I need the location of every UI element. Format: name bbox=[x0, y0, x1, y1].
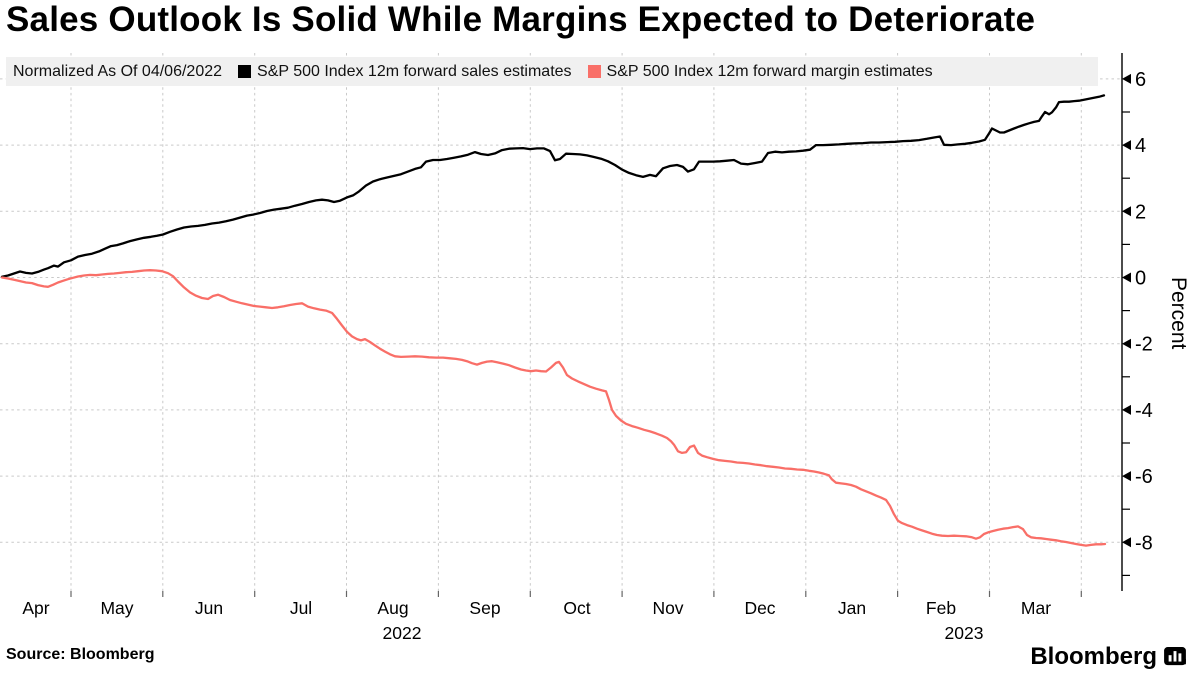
y-tick-label: -4 bbox=[1135, 400, 1153, 422]
y-tick-label: 4 bbox=[1135, 135, 1146, 157]
margin-series-line bbox=[0, 269, 1107, 547]
y-tick-label: 6 bbox=[1135, 69, 1146, 91]
y-axis-title: Percent bbox=[1167, 277, 1190, 350]
source-label: Source: Bloomberg bbox=[6, 646, 155, 663]
y-tick-arrow bbox=[1122, 404, 1131, 415]
margin-legend-swatch bbox=[587, 65, 601, 78]
y-tick-label: -8 bbox=[1135, 532, 1153, 554]
y-tick-arrow bbox=[1122, 471, 1131, 482]
legend-item-sales: S&P 500 Index 12m forward sales estimate… bbox=[238, 63, 572, 81]
x-month-label: Mar bbox=[1021, 598, 1051, 618]
bloomberg-icon bbox=[1164, 647, 1186, 666]
x-month-label: Dec bbox=[744, 598, 775, 618]
sales-series-line bbox=[0, 94, 1106, 278]
y-tick-arrow bbox=[1122, 73, 1131, 84]
bloomberg-wordmark: Bloomberg bbox=[1030, 643, 1157, 670]
x-month-label: Jan bbox=[838, 598, 866, 618]
sales-legend-swatch bbox=[238, 65, 252, 78]
y-tick-arrow bbox=[1122, 272, 1131, 283]
x-month-label: Aug bbox=[377, 598, 408, 618]
x-month-label: Oct bbox=[563, 598, 590, 618]
x-year-label: 2023 bbox=[945, 623, 984, 643]
x-month-label: Jun bbox=[195, 598, 223, 618]
y-tick-arrow bbox=[1122, 537, 1131, 548]
bloomberg-logo: Bloomberg bbox=[1030, 643, 1186, 671]
x-month-label: Sep bbox=[469, 598, 500, 618]
y-tick-arrow bbox=[1122, 140, 1131, 151]
x-month-label: Apr bbox=[22, 598, 49, 618]
y-tick-label: 0 bbox=[1135, 268, 1146, 290]
legend-bar: Normalized As Of 04/06/2022 S&P 500 Inde… bbox=[6, 57, 1098, 86]
chart-title: Sales Outlook Is Solid While Margins Exp… bbox=[6, 0, 1036, 39]
legend-note: Normalized As Of 04/06/2022 bbox=[13, 62, 223, 80]
x-year-label: 2022 bbox=[383, 623, 422, 643]
sales-legend-label: S&P 500 Index 12m forward sales estimate… bbox=[257, 62, 572, 80]
legend-item-margin: S&P 500 Index 12m forward margin estimat… bbox=[587, 62, 933, 81]
x-month-label: Nov bbox=[652, 598, 683, 618]
y-tick-label: -2 bbox=[1135, 334, 1153, 356]
margin-legend-label: S&P 500 Index 12m forward margin estimat… bbox=[606, 62, 933, 80]
y-tick-arrow bbox=[1122, 206, 1131, 217]
x-month-label: May bbox=[100, 598, 133, 618]
y-tick-arrow bbox=[1122, 338, 1131, 349]
x-month-label: Jul bbox=[290, 598, 312, 618]
x-month-label: Feb bbox=[926, 598, 956, 618]
y-tick-label: 2 bbox=[1135, 201, 1146, 223]
y-tick-label: -6 bbox=[1135, 466, 1153, 488]
